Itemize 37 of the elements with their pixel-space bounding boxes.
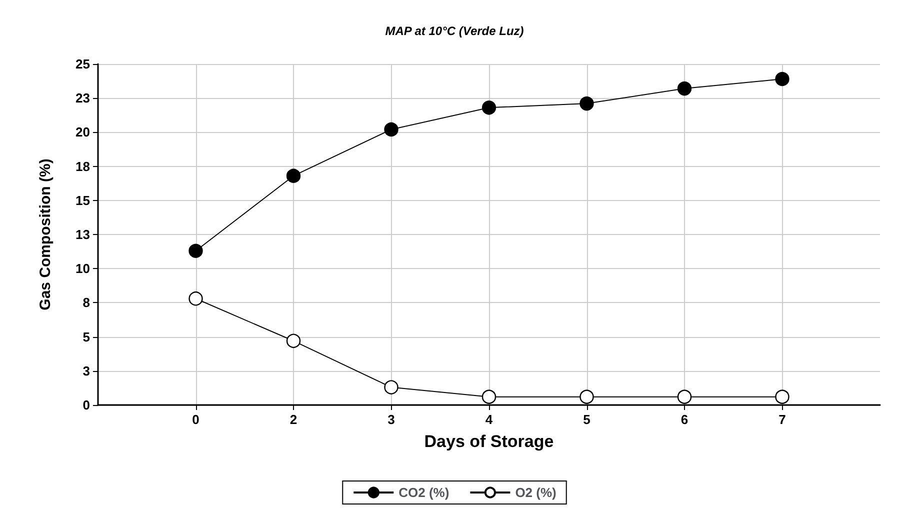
x-tick-label: 4 (485, 412, 494, 427)
legend-label: CO2 (%) (398, 485, 450, 500)
x-tick-label: 2 (290, 412, 298, 427)
x-tick-label: 5 (583, 412, 590, 427)
point (482, 100, 496, 115)
point (286, 168, 301, 183)
y-tick-label: 5 (82, 329, 90, 344)
x-tick-label: 7 (778, 412, 786, 427)
y-tick-label: 23 (76, 90, 90, 106)
point (775, 390, 790, 404)
point (286, 334, 301, 348)
y-tick-label: 18 (76, 158, 90, 174)
x-tick-label: 0 (192, 412, 200, 427)
y-tick-label: 15 (76, 192, 90, 208)
y-tick-label: 10 (76, 261, 90, 276)
y-tick-label: 3 (82, 363, 90, 378)
point (482, 390, 496, 404)
chart-title: MAP at 10°C (Verde Luz) (385, 24, 524, 38)
y-tick-label: 8 (82, 295, 90, 310)
y-axis-title: Gas Composition (%) (37, 158, 54, 310)
y-tick-label: 20 (76, 124, 90, 140)
point (384, 122, 398, 137)
point (384, 380, 398, 394)
y-tick-label: 0 (82, 398, 90, 412)
x-axis-title: Days of Storage (424, 432, 554, 451)
point (775, 72, 790, 86)
x-tick-label: 3 (388, 412, 395, 427)
legend-label: O2 (%) (515, 485, 556, 500)
point (188, 244, 203, 258)
point (677, 390, 692, 404)
point (188, 292, 203, 306)
point (580, 96, 594, 111)
point (580, 390, 594, 404)
point (677, 81, 692, 96)
x-tick-label: 6 (680, 412, 688, 427)
y-tick-label: 25 (76, 56, 90, 72)
y-tick-label: 13 (76, 227, 90, 242)
